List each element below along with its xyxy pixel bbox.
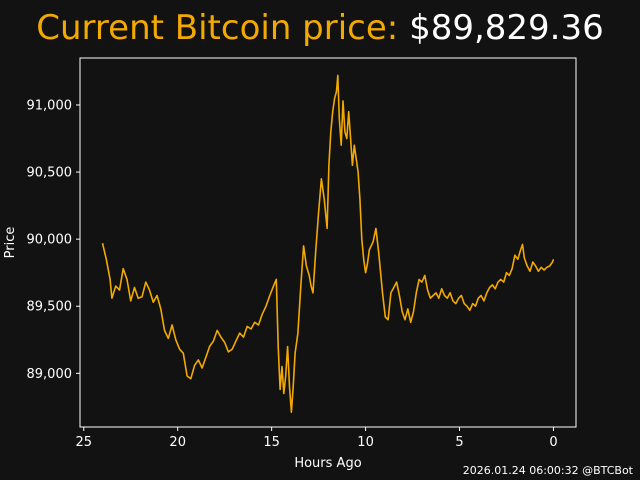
x-tick-label: 25 (75, 435, 92, 450)
x-tick-label: 0 (549, 435, 557, 450)
y-tick-label: 89,000 (27, 367, 73, 382)
y-tick-label: 90,500 (27, 166, 73, 181)
current-price: $89,829.36 (409, 8, 604, 48)
x-tick-label: 5 (455, 435, 463, 450)
title-label: Current Bitcoin price: (36, 8, 399, 48)
y-axis: 89,000 89,500 90,000 90,500 91,000 (27, 98, 80, 382)
x-tick-label: 10 (357, 435, 374, 450)
x-axis-label: Hours Ago (294, 456, 361, 471)
y-axis-label: Price (3, 227, 18, 259)
timestamp-footer: 2026.01.24 06:00:32 @BTCBot (462, 464, 633, 477)
x-axis: 25 20 15 10 5 0 (75, 427, 558, 450)
plot-area (79, 57, 577, 428)
y-tick-label: 91,000 (27, 98, 73, 113)
x-tick-label: 15 (263, 435, 280, 450)
y-tick-label: 89,500 (27, 300, 73, 315)
chart-title: Current Bitcoin price: $89,829.36 (0, 8, 640, 48)
y-tick-label: 90,000 (27, 233, 73, 248)
x-tick-label: 20 (169, 435, 186, 450)
price-series-line (101, 74, 555, 413)
